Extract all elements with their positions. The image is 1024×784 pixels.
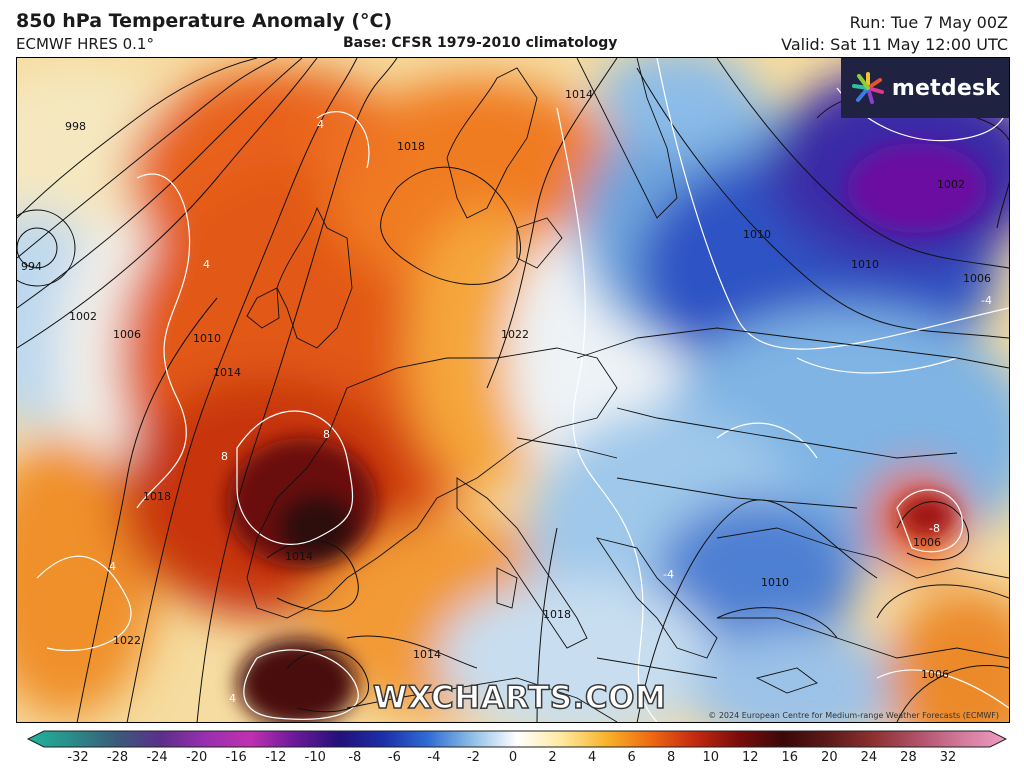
colorbar-tick-label: 32	[939, 750, 957, 765]
copyright-notice: © 2024 European Centre for Medium-range …	[708, 711, 999, 720]
valid-time: Valid: Sat 11 May 12:00 UTC	[781, 35, 1008, 54]
metdesk-logo: metdesk	[841, 58, 1009, 118]
anomaly-label: -4	[663, 568, 674, 581]
anomaly-label: 8	[323, 428, 330, 441]
colorbar-tick-label: 20	[821, 750, 838, 765]
colorbar-tick-label: 6	[627, 750, 636, 765]
colorbar-tick-label: -4	[427, 750, 441, 765]
anomaly-label: 4	[109, 560, 116, 573]
colorbar-tick-label: -6	[387, 750, 401, 765]
colorbar-strip	[26, 730, 1008, 748]
colorbar-tick-label: 0	[508, 750, 518, 765]
isobar-label: 1014	[213, 366, 241, 379]
isobar-label: 1006	[913, 536, 941, 549]
chart-title: 850 hPa Temperature Anomaly (°C)	[16, 10, 393, 32]
anomaly-contours	[36, 58, 1009, 722]
isobar-label: 1006	[921, 668, 949, 681]
map-canvas: 998 994 1002 1006 1010 1014 1018 1018 10…	[17, 58, 1009, 722]
isobar-label: 1018	[543, 608, 571, 621]
isobar-label: 1006	[113, 328, 141, 341]
anomaly-map[interactable]: 998 994 1002 1006 1010 1014 1018 1018 10…	[16, 57, 1010, 723]
isobar-label: 994	[21, 260, 42, 273]
isobar-label: 1002	[937, 178, 965, 191]
colorbar-tick-label: 2	[548, 750, 557, 765]
climatology-base: Base: CFSR 1979-2010 climatology	[343, 35, 618, 51]
isobar-label: 1018	[397, 140, 425, 153]
colorbar-tick-label: -8	[348, 750, 362, 765]
colorbar-tick-label: 24	[860, 750, 878, 765]
coastlines	[246, 58, 1009, 722]
isobar-label: 1014	[413, 648, 441, 661]
isobar-label: 1010	[761, 576, 789, 589]
isobar-label: 1014	[565, 88, 593, 101]
model-name: ECMWF HRES 0.1°	[16, 35, 154, 53]
colorbar-tick-label: -28	[106, 750, 129, 765]
isobar-label: 1002	[69, 310, 97, 323]
colorbar-tick-label: -2	[466, 750, 480, 765]
anomaly-label: -8	[929, 522, 940, 535]
colorbar: -32 -28 -24 -20 -16 -12 -10 -8 -6 -4 -2 0 2 4 6 8 10 12 16…	[0, 728, 1024, 784]
colorbar-tick-label: -32	[67, 750, 89, 765]
colorbar-tick-label: -20	[186, 750, 208, 765]
metdesk-star-icon	[851, 72, 884, 104]
hot-spots	[227, 143, 987, 722]
isobar-label: 1014	[285, 550, 313, 563]
anomaly-labels: 4 4 8 8 -4 -8 4 4 -4	[109, 118, 992, 705]
isobar-labels: 998 994 1002 1006 1010 1014 1018 1018 10…	[21, 88, 991, 681]
colorbar-tick-label: 10	[702, 750, 719, 765]
anomaly-label: 8	[221, 450, 228, 463]
isobar-label: 1010	[743, 228, 771, 241]
colorbar-tick-label: -16	[225, 750, 247, 765]
isobar-label: 1018	[143, 490, 171, 503]
isobar-label: 1010	[193, 332, 221, 345]
colorbar-tick-label: -10	[304, 750, 326, 765]
colorbar-tick-label: 4	[587, 750, 597, 765]
isobar-label: 1022	[113, 634, 141, 647]
colorbar-tick-label: 28	[900, 750, 917, 765]
isobar-label: 998	[65, 120, 86, 133]
run-time: Run: Tue 7 May 00Z	[849, 13, 1008, 32]
watermark: WXCHARTS.COM	[372, 679, 667, 717]
anomaly-label: -4	[981, 294, 992, 307]
isobar-label: 1022	[501, 328, 529, 341]
anomaly-label: 4	[229, 692, 236, 705]
isobar-label: 1006	[963, 272, 991, 285]
colorbar-tick-label: 12	[741, 750, 759, 765]
anomaly-label: 4	[317, 118, 324, 131]
isobar-label: 1010	[851, 258, 879, 271]
logo-text: metdesk	[891, 75, 1001, 101]
colorbar-tick-label: -12	[265, 750, 287, 765]
colorbar-tick-label: 16	[781, 750, 799, 765]
colorbar-tick-label: 8	[667, 750, 676, 765]
anomaly-label: 4	[203, 258, 210, 271]
colorbar-tick-label: -24	[146, 750, 168, 765]
